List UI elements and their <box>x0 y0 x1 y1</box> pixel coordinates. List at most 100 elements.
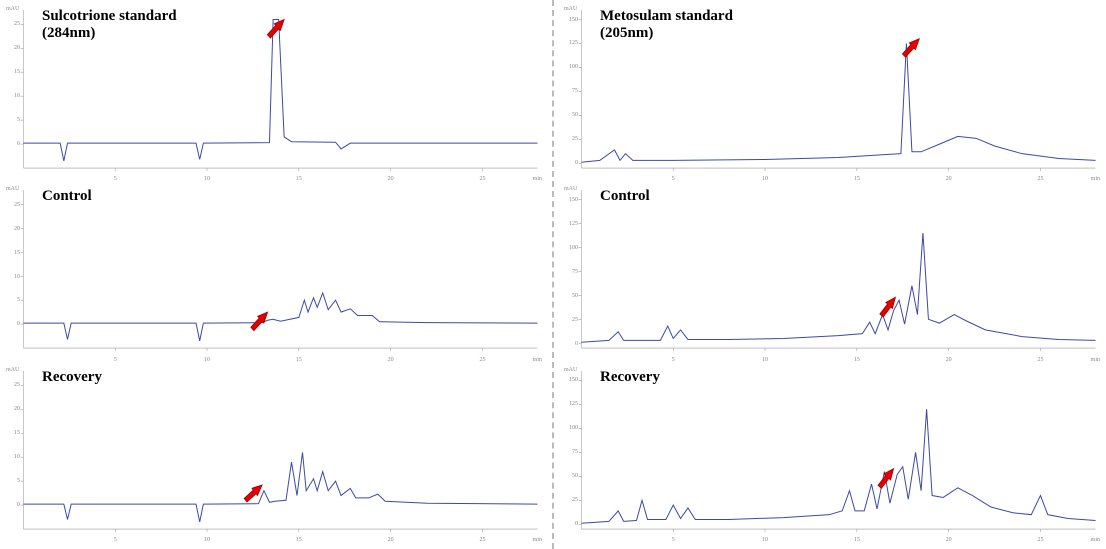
y-tick-label: 25 <box>564 136 578 142</box>
y-tick-label: 100 <box>564 425 578 431</box>
x-tick-label: 5 <box>114 176 117 182</box>
x-tick-label: 15 <box>296 537 302 543</box>
y-tick-label: 75 <box>564 88 578 94</box>
chromatogram-sulcotrione-recovery <box>4 365 544 543</box>
y-tick-label: 5 <box>6 297 20 303</box>
y-tick-label: 50 <box>564 112 578 118</box>
y-tick-label: 50 <box>564 293 578 299</box>
y-tick-label: 150 <box>564 17 578 23</box>
x-tick-label: 10 <box>204 357 210 363</box>
y-unit-label: mAU <box>564 367 577 373</box>
title-line: Metosulam standard <box>600 8 733 25</box>
x-tick-label: 25 <box>479 537 485 543</box>
arrow-sulcotrione-recovery <box>243 481 265 504</box>
x-unit-label: min <box>533 537 542 543</box>
panel-title-metosulam-recovery: Recovery <box>600 369 660 386</box>
y-tick-label: 100 <box>564 64 578 70</box>
right-column: Metosulam standard(205nm)mAU025507510012… <box>554 0 1106 549</box>
x-tick-label: 15 <box>296 176 302 182</box>
y-tick-label: 25 <box>6 382 20 388</box>
title-line: Control <box>600 188 650 205</box>
title-line: (205nm) <box>600 25 733 42</box>
x-tick-label: 5 <box>672 357 675 363</box>
x-tick-label: 5 <box>672 176 675 182</box>
y-tick-label: 0 <box>564 341 578 347</box>
y-tick-label: 10 <box>6 274 20 280</box>
x-unit-label: min <box>533 176 542 182</box>
x-tick-label: 5 <box>114 357 117 363</box>
y-tick-label: 25 <box>6 21 20 27</box>
y-tick-label: 150 <box>564 377 578 383</box>
title-line: (284nm) <box>42 25 177 42</box>
y-tick-label: 25 <box>564 497 578 503</box>
y-tick-label: 10 <box>6 93 20 99</box>
x-tick-label: 25 <box>479 357 485 363</box>
trace-metosulam-standard <box>581 43 1095 162</box>
y-unit-label: mAU <box>6 186 19 192</box>
y-tick-label: 0 <box>6 141 20 147</box>
x-tick-label: 25 <box>1037 176 1043 182</box>
x-tick-label: 15 <box>854 537 860 543</box>
y-tick-label: 0 <box>6 502 20 508</box>
x-unit-label: min <box>533 357 542 363</box>
x-tick-label: 10 <box>762 357 768 363</box>
x-unit-label: min <box>1091 537 1100 543</box>
y-unit-label: mAU <box>564 186 577 192</box>
title-line: Sulcotrione standard <box>42 8 177 25</box>
left-column: Sulcotrione standard(284nm) mAU 0 5 10 15 20 25… <box>0 0 554 549</box>
y-tick-label: 20 <box>6 45 20 51</box>
panel-metosulam-recovery: RecoverymAU0255075100125150510152025min <box>562 365 1102 543</box>
y-tick-label: 100 <box>564 245 578 251</box>
y-unit-label: mAU <box>564 6 577 12</box>
y-tick-label: 150 <box>564 197 578 203</box>
y-tick-label: 125 <box>564 221 578 227</box>
x-tick-label: 15 <box>296 357 302 363</box>
y-unit-label: mAU <box>6 6 19 12</box>
x-tick-label: 25 <box>479 176 485 182</box>
x-tick-label: 5 <box>672 537 675 543</box>
panel-title-metosulam-standard: Metosulam standard(205nm) <box>600 8 733 41</box>
y-tick-label: 15 <box>6 250 20 256</box>
y-tick-label: 25 <box>564 317 578 323</box>
panel-sulcotrione-recovery: RecoverymAU0510152025510152025min <box>4 365 544 543</box>
x-tick-label: 20 <box>388 357 394 363</box>
trace-metosulam-control <box>581 233 1095 342</box>
x-tick-label: 10 <box>204 176 210 182</box>
title-line: Control <box>42 188 92 205</box>
y-tick-label: 5 <box>6 478 20 484</box>
panel-sulcotrione-standard: Sulcotrione standard(284nm) mAU 0 5 10 15 20 25… <box>4 4 544 182</box>
y-tick-label: 25 <box>6 202 20 208</box>
x-tick-label: 20 <box>388 537 394 543</box>
y-tick-label: 15 <box>6 430 20 436</box>
chromatogram-sulcotrione-control <box>4 184 544 362</box>
title-line: Recovery <box>600 369 660 386</box>
x-tick-label: 20 <box>388 176 394 182</box>
trace-metosulam-recovery <box>581 409 1095 523</box>
y-tick-label: 5 <box>6 117 20 123</box>
panel-title-sulcotrione-recovery: Recovery <box>42 369 102 386</box>
x-tick-label: 20 <box>946 357 952 363</box>
x-tick-label: 20 <box>946 537 952 543</box>
y-tick-label: 0 <box>564 521 578 527</box>
y-tick-label: 0 <box>564 160 578 166</box>
y-tick-label: 75 <box>564 269 578 275</box>
trace-sulcotrione-recovery <box>23 452 537 521</box>
x-tick-label: 25 <box>1037 357 1043 363</box>
x-tick-label: 10 <box>762 176 768 182</box>
panel-metosulam-standard: Metosulam standard(205nm) mAU 0 25 50 75 100 12… <box>562 4 1102 182</box>
x-unit-label: min <box>1091 357 1100 363</box>
y-unit-label: mAU <box>6 367 19 373</box>
y-tick-label: 20 <box>6 406 20 412</box>
panel-title-sulcotrione-control: Control <box>42 188 92 205</box>
y-tick-label: 75 <box>564 449 578 455</box>
x-unit-label: min <box>1091 176 1100 182</box>
x-tick-label: 25 <box>1037 537 1043 543</box>
title-line: Recovery <box>42 369 102 386</box>
x-tick-label: 10 <box>762 537 768 543</box>
y-tick-label: 125 <box>564 401 578 407</box>
y-tick-label: 125 <box>564 40 578 46</box>
y-tick-label: 20 <box>6 226 20 232</box>
arrow-metosulam-standard <box>901 35 922 59</box>
y-tick-label: 10 <box>6 454 20 460</box>
x-tick-label: 5 <box>114 537 117 543</box>
